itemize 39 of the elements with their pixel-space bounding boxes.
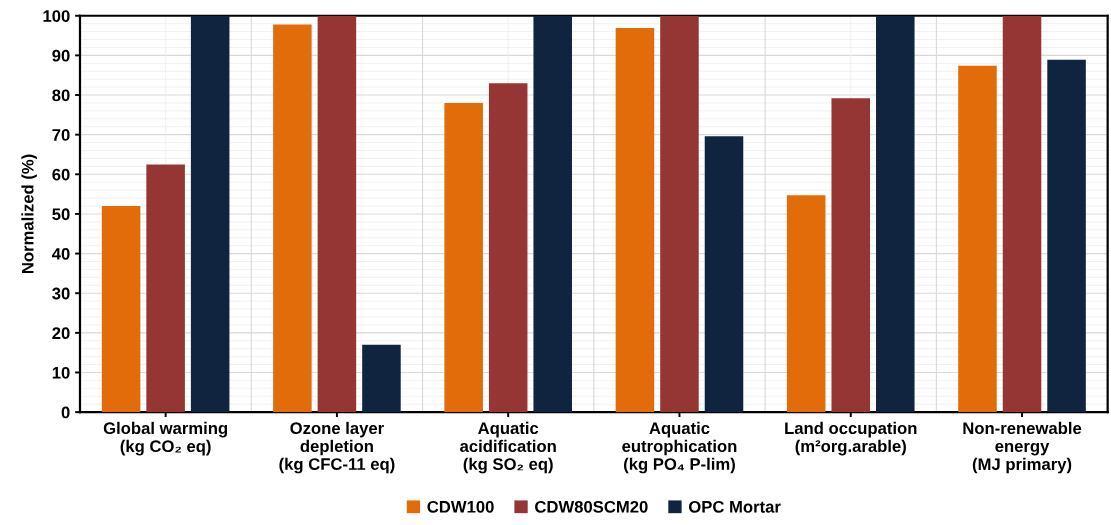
bar: [786, 195, 826, 413]
bar: [146, 164, 185, 413]
bar: [362, 344, 401, 413]
y-tick-label: 20: [52, 327, 70, 340]
y-axis-title: Normalized (%): [21, 154, 37, 274]
bar: [273, 24, 312, 413]
y-tick-label: 70: [52, 129, 70, 141]
bar: [615, 28, 655, 413]
y-tick-label: 80: [52, 89, 70, 102]
x-tick-label: Ozone layer depletion (kg CFC-11 eq): [279, 421, 395, 474]
y-tick-label: 60: [52, 168, 70, 181]
bar: [317, 15, 357, 413]
bar: [1002, 15, 1042, 413]
x-tick-label: Non-renewable energy (MJ primary): [963, 421, 1082, 474]
bar: [533, 15, 572, 413]
bar: [876, 15, 915, 413]
x-tick-label: Aquatic eutrophication (kg PO₄ P-lim): [622, 421, 737, 474]
y-tick-label: 100: [43, 10, 70, 22]
y-tick-label: 90: [52, 49, 70, 62]
bar: [704, 136, 744, 413]
legend-label: OPC Mortar: [688, 500, 781, 513]
y-tick-label: 10: [52, 366, 70, 379]
y-tick-label: 0: [61, 406, 70, 419]
bar: [488, 83, 528, 413]
x-tick-label: Global warming (kg CO₂ eq): [103, 421, 228, 456]
x-tick-label: Aquatic acidification (kg SO₂ eq): [460, 421, 556, 474]
legend-label: CDW100: [427, 500, 494, 513]
legend-label: CDW80SCM20: [535, 500, 648, 513]
bar: [958, 65, 997, 413]
bar: [444, 102, 483, 413]
y-tick-label: 30: [52, 287, 70, 300]
bar: [190, 15, 230, 413]
bar: [101, 206, 141, 413]
bar: [660, 15, 699, 413]
bar: [1047, 59, 1086, 413]
y-tick-label: 40: [51, 247, 70, 260]
y-tick-label: 50: [52, 208, 70, 221]
x-tick-label: Land occupation (m²org.arable): [785, 421, 917, 456]
bar: [831, 98, 871, 413]
